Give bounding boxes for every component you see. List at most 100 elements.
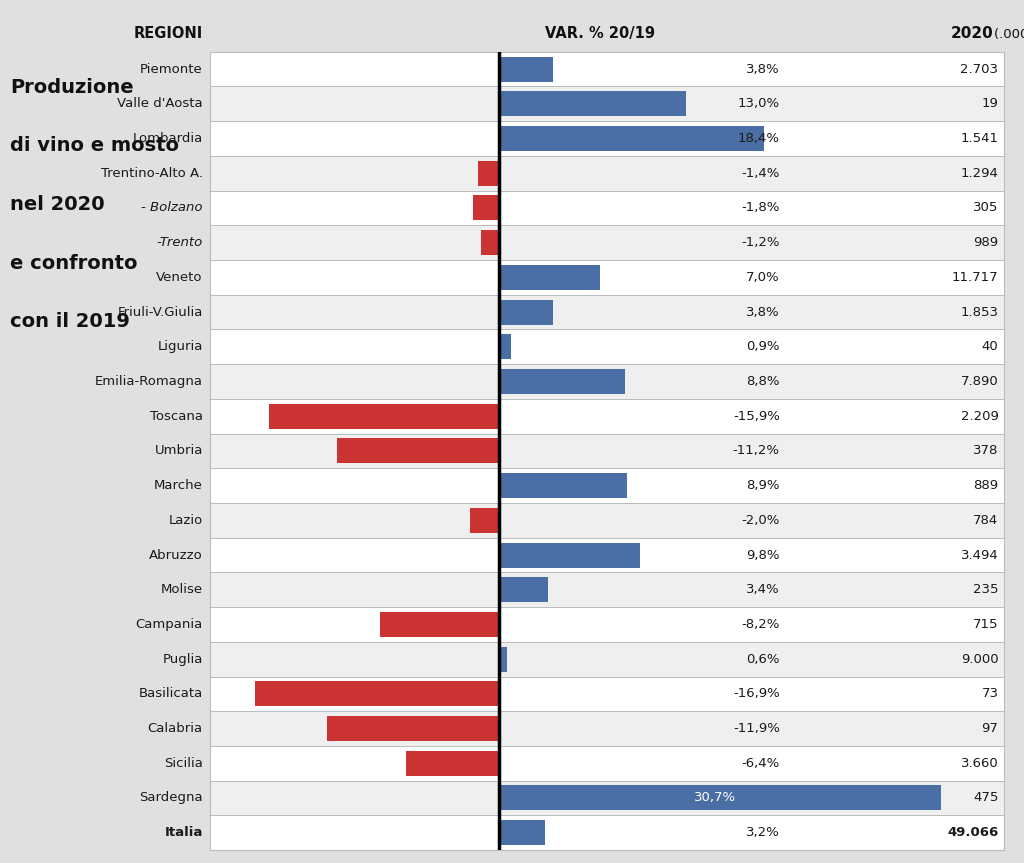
Text: con il 2019: con il 2019	[10, 312, 130, 331]
Text: 889: 889	[973, 479, 998, 492]
Text: Valle d'Aosta: Valle d'Aosta	[117, 98, 203, 110]
Text: 7,0%: 7,0%	[746, 271, 780, 284]
Text: 97: 97	[982, 722, 998, 735]
Text: Piemonte: Piemonte	[140, 63, 203, 76]
Bar	[499, 646, 507, 671]
Bar	[210, 191, 1004, 225]
Text: 0,9%: 0,9%	[746, 340, 780, 353]
Bar	[499, 299, 553, 324]
Text: 3.660: 3.660	[961, 757, 998, 770]
Text: 475: 475	[973, 791, 998, 804]
Text: 73: 73	[981, 687, 998, 701]
Text: 3,8%: 3,8%	[746, 63, 780, 76]
Bar	[210, 607, 1004, 642]
Text: 305: 305	[973, 201, 998, 215]
Bar	[210, 295, 1004, 330]
Text: 2.209: 2.209	[961, 410, 998, 423]
Text: 19: 19	[982, 98, 998, 110]
Text: 784: 784	[973, 513, 998, 526]
Bar	[499, 577, 548, 602]
Bar	[499, 334, 512, 359]
Bar	[210, 677, 1004, 711]
Text: Liguria: Liguria	[158, 340, 203, 353]
Text: 378: 378	[973, 444, 998, 457]
Bar	[499, 473, 627, 498]
Bar	[407, 751, 499, 776]
Text: nel 2020: nel 2020	[10, 195, 104, 214]
Text: 30,7%: 30,7%	[694, 791, 736, 804]
Text: 235: 235	[973, 583, 998, 596]
Bar	[210, 711, 1004, 746]
Text: -16,9%: -16,9%	[733, 687, 780, 701]
Text: Campania: Campania	[135, 618, 203, 631]
Text: Friuli-V.Giulia: Friuli-V.Giulia	[118, 306, 203, 318]
Text: 7.890: 7.890	[961, 375, 998, 388]
Text: Produzione: Produzione	[10, 78, 134, 97]
Text: Lombardia: Lombardia	[132, 132, 203, 145]
Text: Trentino-Alto A.: Trentino-Alto A.	[100, 167, 203, 180]
Bar	[210, 121, 1004, 156]
Text: Lazio: Lazio	[169, 513, 203, 526]
Text: 0,6%: 0,6%	[746, 652, 780, 665]
Bar	[499, 91, 686, 117]
Text: 9,8%: 9,8%	[746, 549, 780, 562]
Text: Abruzzo: Abruzzo	[150, 549, 203, 562]
Text: Puglia: Puglia	[163, 652, 203, 665]
Bar	[327, 716, 499, 741]
Text: REGIONI: REGIONI	[133, 27, 203, 41]
Bar	[210, 52, 1004, 86]
Text: 989: 989	[973, 236, 998, 249]
Text: 715: 715	[973, 618, 998, 631]
Bar	[210, 781, 1004, 816]
Text: Basilicata: Basilicata	[138, 687, 203, 701]
Text: 8,9%: 8,9%	[746, 479, 780, 492]
Bar	[499, 543, 640, 568]
Text: 3.494: 3.494	[961, 549, 998, 562]
Text: 3,8%: 3,8%	[746, 306, 780, 318]
Bar	[210, 433, 1004, 469]
Bar	[380, 612, 499, 637]
Text: 2020: 2020	[950, 27, 993, 41]
Bar	[210, 364, 1004, 399]
Bar	[499, 369, 626, 394]
Text: 18,4%: 18,4%	[738, 132, 780, 145]
Text: -2,0%: -2,0%	[741, 513, 780, 526]
Bar	[210, 746, 1004, 781]
Bar	[481, 230, 499, 255]
Text: 2.703: 2.703	[961, 63, 998, 76]
Text: VAR. % 20/19: VAR. % 20/19	[545, 27, 654, 41]
Text: -6,4%: -6,4%	[741, 757, 780, 770]
Bar	[210, 260, 1004, 295]
Text: - Bolzano: - Bolzano	[141, 201, 203, 215]
Bar	[210, 572, 1004, 607]
Bar	[499, 785, 941, 810]
Text: Sicilia: Sicilia	[164, 757, 203, 770]
Text: 49.066: 49.066	[947, 826, 998, 839]
Bar	[269, 404, 499, 429]
Text: 40: 40	[982, 340, 998, 353]
Text: -1,4%: -1,4%	[741, 167, 780, 180]
Text: Italia: Italia	[165, 826, 203, 839]
Text: Emilia-Romagna: Emilia-Romagna	[95, 375, 203, 388]
Bar	[337, 438, 499, 463]
Text: 1.541: 1.541	[961, 132, 998, 145]
Bar	[210, 86, 1004, 121]
Bar	[210, 538, 1004, 572]
Text: Sardegna: Sardegna	[139, 791, 203, 804]
Text: -15,9%: -15,9%	[733, 410, 780, 423]
Bar	[472, 196, 499, 220]
Text: Calabria: Calabria	[147, 722, 203, 735]
Text: 3,4%: 3,4%	[746, 583, 780, 596]
Text: 3,2%: 3,2%	[746, 826, 780, 839]
Bar	[210, 156, 1004, 191]
Text: -1,8%: -1,8%	[741, 201, 780, 215]
Bar	[210, 469, 1004, 503]
Text: di vino e mosto: di vino e mosto	[10, 136, 179, 155]
Bar	[210, 330, 1004, 364]
Text: Molise: Molise	[161, 583, 203, 596]
Text: Umbria: Umbria	[155, 444, 203, 457]
Text: Toscana: Toscana	[150, 410, 203, 423]
Text: 13,0%: 13,0%	[737, 98, 780, 110]
Text: 1.853: 1.853	[961, 306, 998, 318]
Text: 8,8%: 8,8%	[746, 375, 780, 388]
